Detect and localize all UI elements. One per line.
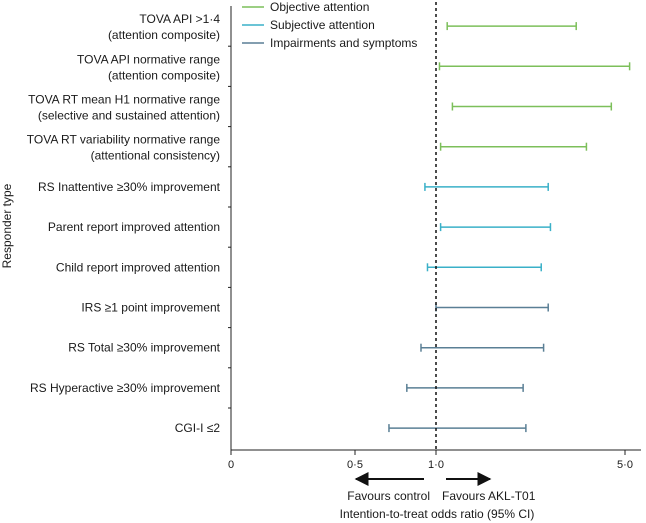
legend-label: Subjective attention (270, 18, 375, 32)
row-label: TOVA RT mean H1 normative range (28, 93, 220, 107)
row-label: Parent report improved attention (48, 220, 220, 234)
row-label: RS Hyperactive ≥30% improvement (30, 381, 221, 395)
favours-treatment-label: Favours AKL-T01 (442, 489, 536, 503)
x-axis: 0 0·5 1·0 5·0 (228, 6, 641, 471)
legend-label: Impairments and symptoms (270, 36, 417, 50)
favours-control-label: Favours control (347, 489, 430, 503)
row-label: (attention composite) (108, 28, 220, 42)
rows: TOVA API >1·4(attention composite)TOVA A… (27, 12, 631, 435)
x-tick-label: 0 (228, 459, 234, 471)
x-axis-label: Intention-to-treat odds ratio (95% CI) (340, 507, 535, 521)
legend-label: Objective attention (270, 0, 369, 14)
table-row: TOVA RT mean H1 normative range (selectiv… (28, 85, 613, 123)
row-label: Child report improved attention (56, 260, 220, 274)
table-row: TOVA RT variability normative range (atte… (27, 126, 588, 163)
row-label: (attention composite) (108, 68, 220, 82)
row-label: (attentional consistency) (91, 149, 220, 163)
row-label: IRS ≥1 point improvement (81, 301, 220, 315)
row-label: (selective and sustained attention) (38, 109, 220, 123)
legend-item: Impairments and symptoms (242, 36, 417, 50)
legend: Objective attention Subjective attention I… (242, 0, 417, 50)
table-row: CGI-I ≤2 (175, 407, 527, 435)
row-label: TOVA RT variability normative range (27, 133, 221, 147)
table-row: RS Hyperactive ≥30% improvement (30, 367, 524, 395)
table-row: Child report improved attention (56, 246, 542, 274)
row-label: TOVA API normative range (77, 52, 220, 66)
y-axis-label: Responder type (0, 183, 14, 268)
x-tick-label: 1·0 (428, 459, 444, 471)
legend-item: Subjective attention (242, 18, 375, 32)
row-label: TOVA API >1·4 (139, 12, 220, 26)
table-row: RS Total ≥30% improvement (68, 327, 545, 355)
table-row: RS Inattentive ≥30% improvement (38, 166, 549, 194)
row-label: CGI-I ≤2 (175, 421, 221, 435)
table-row: IRS ≥1 point improvement (81, 286, 549, 315)
x-tick-label: 0·5 (347, 459, 363, 471)
legend-item: Objective attention (242, 0, 369, 14)
table-row: TOVA API normative range (attention compo… (77, 45, 631, 82)
row-label: RS Inattentive ≥30% improvement (38, 180, 221, 194)
row-label: RS Total ≥30% improvement (68, 341, 220, 355)
table-row: Parent report improved attention (48, 206, 552, 234)
table-row: TOVA API >1·4 (attention composite) (108, 12, 577, 42)
x-tick-label: 5·0 (617, 459, 633, 471)
